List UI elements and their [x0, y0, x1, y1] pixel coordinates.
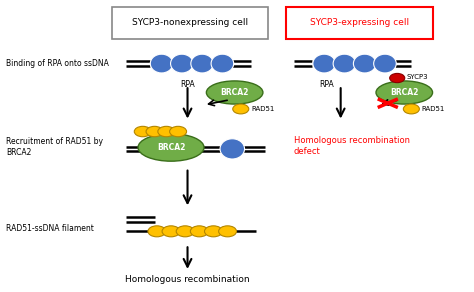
Ellipse shape — [150, 54, 173, 73]
Circle shape — [170, 126, 187, 137]
Circle shape — [233, 104, 249, 114]
Ellipse shape — [333, 54, 356, 73]
FancyBboxPatch shape — [112, 7, 268, 39]
Text: BRCA2: BRCA2 — [157, 143, 185, 152]
Text: Binding of RPA onto ssDNA: Binding of RPA onto ssDNA — [6, 59, 109, 68]
Text: BRCA2: BRCA2 — [220, 88, 249, 97]
Text: SYCP3: SYCP3 — [407, 74, 428, 81]
Circle shape — [191, 226, 208, 237]
Ellipse shape — [313, 54, 336, 73]
Text: Homologous recombination
defect: Homologous recombination defect — [293, 135, 410, 157]
Ellipse shape — [211, 54, 234, 73]
Ellipse shape — [376, 81, 433, 104]
Circle shape — [204, 226, 222, 237]
Ellipse shape — [220, 139, 245, 159]
Ellipse shape — [354, 54, 376, 73]
Ellipse shape — [191, 54, 213, 73]
Text: Homologous recombination: Homologous recombination — [125, 274, 250, 284]
Circle shape — [390, 73, 405, 83]
Ellipse shape — [206, 81, 263, 104]
Circle shape — [219, 226, 237, 237]
Text: BRCA2: BRCA2 — [390, 88, 419, 97]
Text: RPA: RPA — [180, 80, 195, 89]
Circle shape — [134, 126, 151, 137]
Text: RPA: RPA — [319, 80, 334, 89]
Text: SYCP3-expressing cell: SYCP3-expressing cell — [310, 18, 409, 27]
Text: RAD51: RAD51 — [251, 106, 274, 112]
Text: RAD51-ssDNA filament: RAD51-ssDNA filament — [6, 224, 94, 233]
Text: SYCP3-nonexpressing cell: SYCP3-nonexpressing cell — [132, 18, 248, 27]
Text: RAD51: RAD51 — [422, 106, 445, 112]
Ellipse shape — [171, 54, 193, 73]
FancyBboxPatch shape — [286, 7, 433, 39]
Ellipse shape — [374, 54, 396, 73]
Circle shape — [176, 226, 194, 237]
Ellipse shape — [138, 134, 204, 161]
Circle shape — [403, 104, 419, 114]
Text: Recruitment of RAD51 by
BRCA2: Recruitment of RAD51 by BRCA2 — [6, 138, 103, 157]
Circle shape — [148, 226, 166, 237]
Circle shape — [158, 126, 175, 137]
Circle shape — [162, 226, 180, 237]
Circle shape — [146, 126, 163, 137]
